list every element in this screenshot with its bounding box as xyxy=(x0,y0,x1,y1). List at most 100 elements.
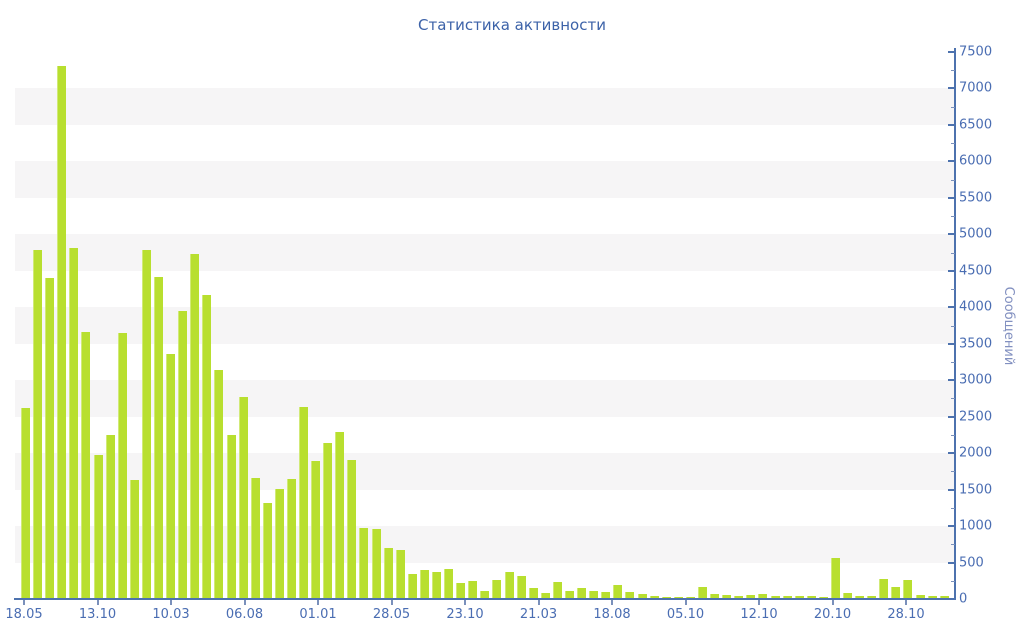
bar xyxy=(129,479,139,598)
x-axis-tick-label: 21.03 xyxy=(519,607,558,622)
bar xyxy=(758,593,768,598)
bar xyxy=(371,529,381,598)
x-axis-tick xyxy=(831,600,834,605)
bar xyxy=(250,477,260,598)
y-axis-tick-label: 3000 xyxy=(959,372,993,388)
y-axis-tick-label: 4500 xyxy=(959,263,993,279)
y-axis-tick-label: 2000 xyxy=(959,445,993,461)
x-axis-tick xyxy=(317,600,319,605)
x-axis-tick xyxy=(243,600,246,605)
bar xyxy=(903,579,913,598)
bar xyxy=(722,595,732,598)
x-axis-tick xyxy=(170,600,172,605)
bar xyxy=(891,586,901,598)
y-axis-tick xyxy=(948,87,955,90)
x-axis-tick-label: 05.10 xyxy=(666,607,705,622)
y-axis-tick xyxy=(948,269,955,272)
x-axis-tick-label: 13.10 xyxy=(78,607,117,622)
x-axis-tick xyxy=(905,600,907,605)
bar xyxy=(166,354,176,598)
y-axis-tick xyxy=(948,415,955,418)
x-axis-tick-label: 10.03 xyxy=(152,607,190,622)
y-axis-tick-label: 7000 xyxy=(959,80,993,96)
y-axis-tick xyxy=(948,233,955,236)
x-axis-line xyxy=(14,598,956,600)
bar xyxy=(286,479,296,598)
y-axis-minor-tick xyxy=(951,544,955,546)
y-axis-tick xyxy=(948,561,955,564)
bar xyxy=(661,596,671,598)
bar xyxy=(105,434,115,598)
bar xyxy=(21,408,30,598)
y-axis-tick-label: 3500 xyxy=(959,336,993,352)
x-axis-tick-label: 20.10 xyxy=(813,607,852,622)
y-axis-title: Сообщений xyxy=(1001,286,1016,365)
y-axis-tick xyxy=(948,196,955,199)
bar xyxy=(81,331,91,598)
y-axis-minor-tick xyxy=(951,216,955,218)
x-axis-tick xyxy=(684,600,687,605)
bar xyxy=(867,595,877,598)
bar xyxy=(117,332,127,598)
bar xyxy=(432,572,442,598)
grid-band xyxy=(15,234,955,271)
bar xyxy=(395,549,405,598)
bar xyxy=(347,460,357,598)
y-axis-minor-tick xyxy=(951,70,955,72)
bar xyxy=(927,596,937,598)
y-axis-minor-tick xyxy=(951,179,955,181)
bar xyxy=(323,443,333,598)
bar xyxy=(45,277,55,598)
y-axis-tick-label: 500 xyxy=(959,555,984,571)
x-axis-tick-label: 28.05 xyxy=(372,607,411,622)
bar xyxy=(746,595,756,598)
x-axis-tick xyxy=(758,600,760,605)
bar xyxy=(93,455,103,598)
y-axis-tick-label: 5000 xyxy=(959,226,993,242)
y-axis-tick xyxy=(948,123,955,126)
bar xyxy=(480,591,490,598)
bar xyxy=(299,406,309,598)
x-axis-tick-label: 12.10 xyxy=(740,607,778,622)
grid-band xyxy=(15,307,955,344)
bar xyxy=(879,578,889,598)
bar xyxy=(383,547,393,598)
bar xyxy=(456,583,466,598)
y-axis-minor-tick xyxy=(951,325,955,327)
bar xyxy=(710,593,720,598)
x-axis-tick-label: 23.10 xyxy=(446,607,484,622)
bar xyxy=(468,581,478,598)
y-axis-minor-tick xyxy=(951,471,955,473)
bar xyxy=(830,557,840,598)
bar xyxy=(637,593,647,598)
bar xyxy=(238,397,248,598)
bar xyxy=(685,597,695,598)
x-axis-tick-label: 18.05 xyxy=(5,607,43,622)
bar xyxy=(734,595,744,598)
x-axis-tick xyxy=(464,600,466,605)
bar xyxy=(262,503,272,598)
y-axis-minor-tick xyxy=(951,252,955,254)
y-axis-tick-label: 2500 xyxy=(959,409,993,425)
grid-band xyxy=(15,161,955,198)
bar xyxy=(178,311,188,598)
bar xyxy=(601,592,611,598)
y-axis-tick-label: 6500 xyxy=(959,117,993,133)
bar xyxy=(528,588,538,598)
bar xyxy=(444,569,454,598)
bar xyxy=(190,253,200,598)
bar xyxy=(552,581,562,598)
bar xyxy=(818,596,828,598)
x-axis-tick xyxy=(611,600,613,605)
y-axis-tick-label: 5500 xyxy=(959,190,993,206)
y-axis-tick-label: 0 xyxy=(959,591,968,607)
bar xyxy=(613,585,623,598)
bar xyxy=(649,595,659,598)
y-axis-tick xyxy=(948,342,955,345)
bar xyxy=(625,591,635,598)
y-axis-tick xyxy=(948,598,955,600)
y-axis-tick xyxy=(948,160,955,163)
x-axis-tick xyxy=(23,600,25,605)
y-axis-tick xyxy=(948,525,955,528)
bar xyxy=(226,435,236,598)
